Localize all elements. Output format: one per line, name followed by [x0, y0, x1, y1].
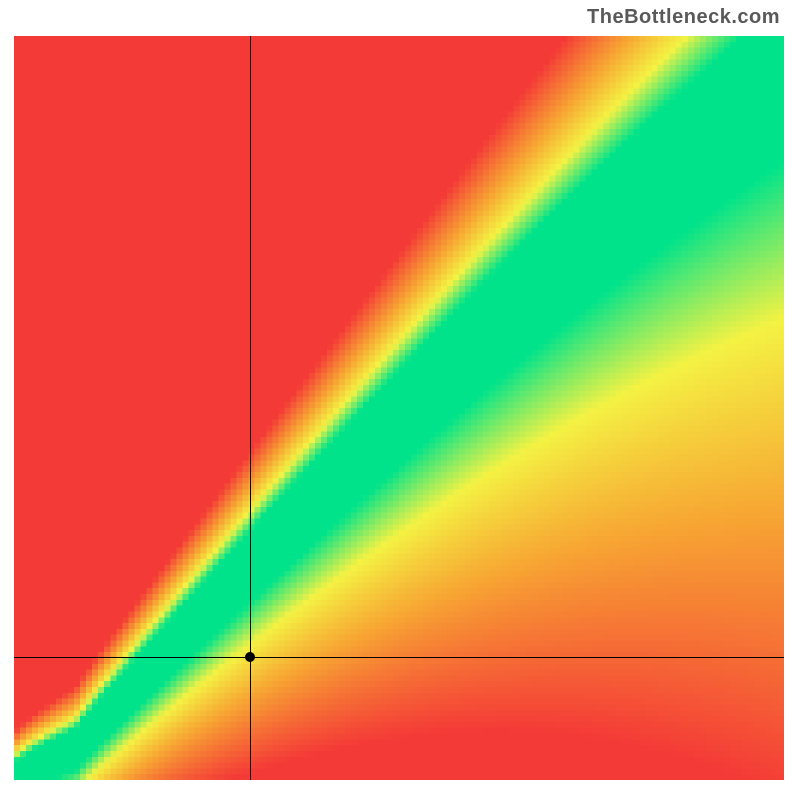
crosshair-horizontal: [14, 657, 784, 658]
chart-root: TheBottleneck.com: [0, 0, 800, 800]
watermark-label: TheBottleneck.com: [587, 6, 780, 29]
heatmap-canvas: [14, 36, 784, 780]
plot-frame: [14, 36, 784, 780]
crosshair-vertical: [250, 36, 251, 780]
marker-dot: [245, 652, 255, 662]
